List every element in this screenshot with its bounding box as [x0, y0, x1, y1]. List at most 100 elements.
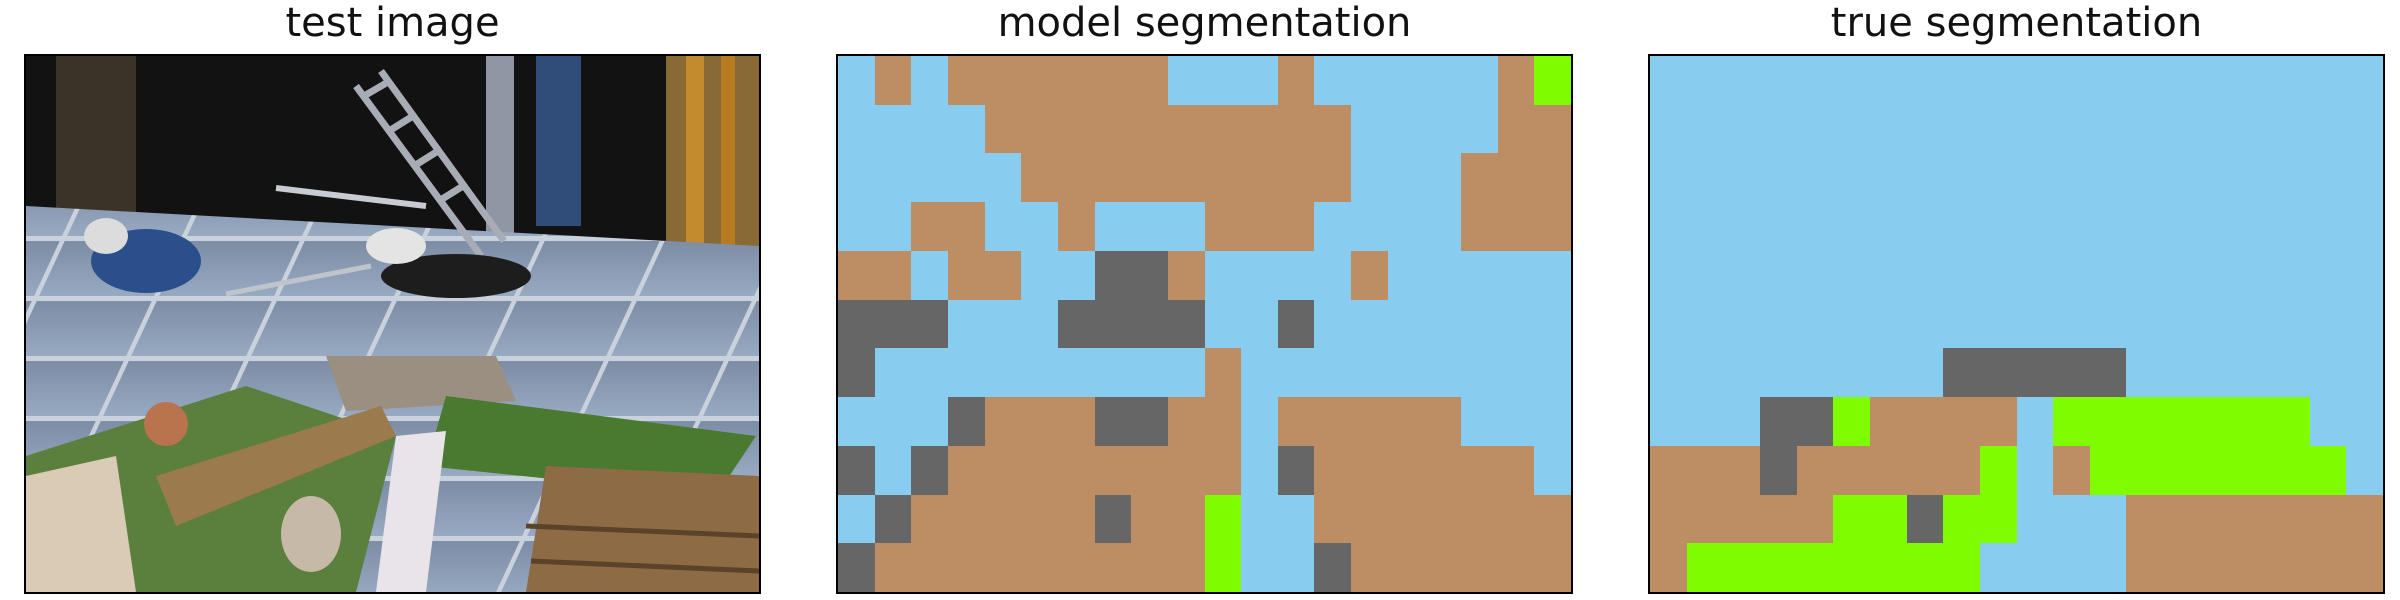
- segment-cell-sky: [1686, 299, 1724, 349]
- segment-cell-sky: [947, 104, 986, 155]
- segment-cell-rock: [874, 494, 912, 544]
- segment-cell-sky: [2089, 202, 2128, 252]
- segment-cell-sky: [984, 153, 1022, 203]
- segment-cell-ground: [984, 250, 1022, 301]
- segment-cell-ground: [1094, 104, 1132, 155]
- ball: [144, 402, 188, 446]
- segment-cell-grass: [2236, 397, 2274, 447]
- segment-cell-ground: [1021, 494, 1059, 544]
- segment-cell-ground: [1277, 153, 1316, 203]
- fallen-figure-right: [381, 254, 531, 298]
- segment-cell-sky: [1650, 104, 1688, 155]
- segment-cell-sky: [1351, 202, 1389, 252]
- segment-cell-ground: [1204, 202, 1242, 252]
- segment-cell-ground: [1167, 250, 1206, 301]
- segment-cell-grass: [1204, 543, 1242, 592]
- segment-cell-ground: [1167, 397, 1206, 447]
- segment-cell-sky: [2346, 153, 2383, 203]
- segment-cell-sky: [1759, 348, 1798, 398]
- segment-cell-ground: [984, 494, 1022, 544]
- segment-cell-sky: [1943, 299, 1981, 349]
- segment-cell-sky: [1833, 56, 1871, 106]
- segment-cell-sky: [1906, 250, 1944, 301]
- segment-cell-sky: [1241, 250, 1279, 301]
- segment-cell-sky: [1424, 250, 1462, 301]
- segment-cell-sky: [1906, 348, 1944, 398]
- segment-cell-ground: [1057, 543, 1096, 592]
- segment-cell-rock: [838, 348, 876, 398]
- segment-cell-ground: [1759, 494, 1798, 544]
- segment-cell-ground: [1094, 543, 1132, 592]
- test-image-title: test image: [285, 0, 500, 46]
- segment-cell-ground: [2053, 445, 2091, 496]
- segment-cell-rock: [838, 543, 876, 592]
- segment-cell-sky: [2016, 494, 2054, 544]
- segment-cell-sky: [1461, 397, 1499, 447]
- segment-cell-sky: [874, 348, 912, 398]
- segment-cell-ground: [1241, 104, 1279, 155]
- segment-cell-ground: [1057, 494, 1096, 544]
- segment-cell-sky: [1461, 104, 1499, 155]
- segment-cell-sky: [1497, 299, 1535, 349]
- segment-cell-sky: [1314, 56, 1352, 106]
- segment-cell-sky: [1833, 202, 1871, 252]
- segment-cell-sky: [2273, 250, 2311, 301]
- segment-cell-sky: [1979, 543, 2018, 592]
- segment-cell-sky: [2053, 494, 2091, 544]
- left-scaffold: [56, 56, 136, 226]
- segment-cell-sky: [1204, 299, 1242, 349]
- segment-cell-sky: [1979, 56, 2018, 106]
- segment-cell-ground: [947, 56, 986, 106]
- segment-cell-ground: [2309, 494, 2347, 544]
- segment-cell-grass: [2126, 445, 2164, 496]
- segment-cell-ground: [1167, 494, 1206, 544]
- segment-cell-sky: [2053, 56, 2091, 106]
- segment-cell-sky: [1650, 250, 1688, 301]
- segment-cell-sky: [1869, 250, 1908, 301]
- segment-cell-sky: [1167, 348, 1206, 398]
- segment-cell-ground: [1650, 543, 1688, 592]
- segment-cell-sky: [1534, 445, 1571, 496]
- segment-cell-sky: [838, 494, 876, 544]
- segment-cell-rock: [1057, 299, 1096, 349]
- segment-cell-sky: [2016, 104, 2054, 155]
- segment-cell-rock: [1943, 348, 1981, 398]
- segment-cell-sky: [2126, 56, 2164, 106]
- segment-cell-grass: [2053, 397, 2091, 447]
- segment-cell-sky: [1241, 543, 1279, 592]
- segment-cell-rock: [1167, 299, 1206, 349]
- right-scaffold: [666, 56, 759, 256]
- model-segmentation-grid: [838, 56, 1571, 592]
- segment-cell-sky: [1686, 250, 1724, 301]
- segment-cell-sky: [1314, 202, 1352, 252]
- segment-cell-ground: [1351, 445, 1389, 496]
- segment-cell-grass: [1833, 543, 1871, 592]
- segment-cell-ground: [1057, 445, 1096, 496]
- segment-cell-sky: [1057, 250, 1096, 301]
- segment-cell-sky: [1277, 348, 1316, 398]
- segment-cell-sky: [2309, 348, 2347, 398]
- segment-cell-ground: [1387, 494, 1425, 544]
- segment-cell-sky: [2346, 104, 2383, 155]
- segment-cell-sky: [1906, 299, 1944, 349]
- segment-cell-ground: [1833, 445, 1871, 496]
- segment-cell-grass: [1759, 543, 1798, 592]
- segment-cell-sky: [2016, 299, 2054, 349]
- segment-cell-sky: [1943, 56, 1981, 106]
- segment-cell-ground: [2199, 543, 2237, 592]
- segment-cell-sky: [1759, 104, 1798, 155]
- segment-cell-ground: [1796, 494, 1834, 544]
- segment-cell-sky: [1314, 250, 1352, 301]
- stone-cone: [281, 496, 341, 572]
- segment-cell-sky: [1241, 348, 1279, 398]
- segment-cell-ground: [874, 543, 912, 592]
- true-segmentation-title: true segmentation: [1830, 0, 2203, 46]
- segment-cell-grass: [2236, 445, 2274, 496]
- segment-cell-ground: [911, 543, 949, 592]
- segment-cell-sky: [1759, 250, 1798, 301]
- segment-cell-sky: [1461, 299, 1499, 349]
- segment-cell-sky: [2126, 348, 2164, 398]
- segment-cell-ground: [1057, 56, 1096, 106]
- segment-cell-ground: [1497, 202, 1535, 252]
- segment-cell-grass: [1979, 494, 2018, 544]
